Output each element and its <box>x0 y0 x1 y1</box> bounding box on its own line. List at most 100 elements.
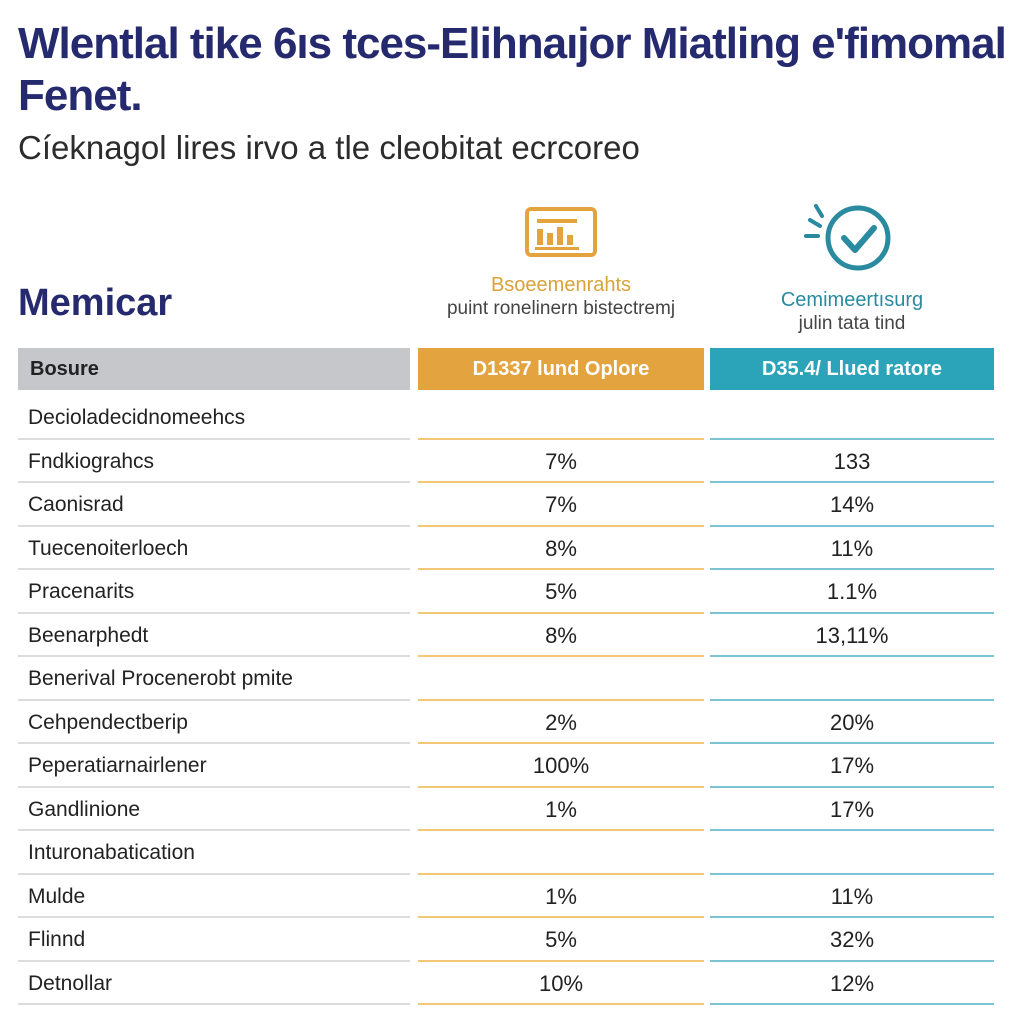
column-b-value: 133 <box>833 448 871 474</box>
row-divider <box>18 959 410 962</box>
row-label: Tuecenoiterloech <box>28 536 189 560</box>
row-divider <box>18 829 410 831</box>
row-divider <box>710 524 994 527</box>
row-label: Caonisrad <box>28 493 124 516</box>
column-a-value <box>418 396 704 440</box>
table-row: Caonisrad 7% 14% <box>18 483 994 527</box>
table-body: Decioladecidnomeehcs Fndkiograhcs 7% 133 Cao… <box>18 396 994 1005</box>
row-label: Benerival Procenerobt pmite <box>28 667 293 690</box>
column-b-value: 13,11% <box>815 622 889 648</box>
table-row: Cehpendectberip 2% 20% <box>18 701 994 744</box>
table-row: Inturonabatication <box>18 831 994 875</box>
row-divider <box>710 481 994 483</box>
row-divider <box>710 742 994 744</box>
row-divider <box>710 959 994 962</box>
row-divider <box>18 698 410 701</box>
column-a-value: 7% <box>545 492 577 517</box>
column-a-heading: Bsoeemenrahts puint ronelinern bistectre… <box>418 205 704 321</box>
row-divider <box>418 916 704 918</box>
table-header-column-b: D35.4/ Llued ratore <box>710 348 994 390</box>
column-a-value: 8% <box>545 622 577 648</box>
row-divider <box>418 698 704 701</box>
row-divider <box>710 785 994 788</box>
row-divider <box>18 655 410 657</box>
check-circle-icon <box>804 204 891 271</box>
row-label: Flinnd <box>28 928 86 951</box>
table-row: Fndkiograhcs 7% 133 <box>18 440 994 483</box>
table-header-column-a: D1337 lund Oplore <box>418 348 704 390</box>
column-b-value <box>710 396 994 440</box>
column-b-value: 1.1% <box>826 579 878 604</box>
row-divider <box>710 437 994 440</box>
column-b-heading: Cemimeertısurg julin tata tind <box>710 200 994 336</box>
column-a-value <box>418 831 704 875</box>
table-row: Flinnd 5% 32% <box>18 918 994 962</box>
row-divider <box>418 568 704 570</box>
row-divider <box>418 524 704 527</box>
row-divider <box>418 872 704 875</box>
table-row: Benerival Procenerobt pmite <box>18 657 994 701</box>
column-a-value: 2% <box>545 709 577 735</box>
column-a-value: 5% <box>545 579 577 604</box>
row-divider <box>710 1003 994 1005</box>
row-label: Mulde <box>28 884 86 908</box>
table-row: Tuecenoiterloech 8% 11% <box>18 527 994 570</box>
column-b-value: 11% <box>830 535 874 561</box>
row-divider <box>18 611 410 614</box>
document-chart-icon <box>525 207 597 257</box>
row-divider <box>18 872 410 875</box>
column-a-value: 5% <box>545 927 577 952</box>
column-b-value: 17% <box>829 796 875 822</box>
column-a-value <box>418 657 704 701</box>
row-divider <box>418 1003 704 1005</box>
row-divider <box>18 785 410 788</box>
row-divider <box>418 437 704 440</box>
column-b-subtitle: julin tata tind <box>798 313 906 334</box>
row-label: Gandlinione <box>28 797 141 821</box>
row-divider <box>18 568 410 570</box>
row-divider <box>418 655 704 657</box>
row-label: Decioladecidnomeehcs <box>28 406 246 429</box>
column-b-value: 12% <box>829 970 875 996</box>
row-divider <box>18 524 410 527</box>
column-a-value: 7% <box>545 448 577 474</box>
row-divider <box>418 742 704 744</box>
column-a-value: 1% <box>545 796 577 822</box>
row-divider <box>418 481 704 483</box>
column-a-value: 100% <box>532 753 590 778</box>
row-divider <box>18 437 410 440</box>
row-divider <box>418 959 704 962</box>
table-row: Beenarphedt 8% 13,11% <box>18 614 994 657</box>
table-header-label: Bosure <box>18 348 410 390</box>
row-divider <box>710 916 994 918</box>
table-row: Mulde 1% 11% <box>18 875 994 918</box>
row-label: Fndkiograhcs <box>28 449 155 473</box>
row-label: Peperatiarnairlener <box>28 754 207 777</box>
row-divider <box>18 481 410 483</box>
row-label: Inturonabatication <box>28 841 195 864</box>
column-a-title: Bsoeemenrahts <box>490 274 632 296</box>
page-subtitle: Cíeknagol lires irvo a tle cleobitat ecr… <box>18 129 640 166</box>
column-b-value <box>710 831 994 875</box>
row-divider <box>710 568 994 570</box>
row-divider <box>18 742 410 744</box>
table-row: Peperatiarnairlener 100% 17% <box>18 744 994 788</box>
row-divider <box>418 785 704 788</box>
row-divider <box>418 829 704 831</box>
column-a-value: 8% <box>545 535 577 561</box>
table-row: Decioladecidnomeehcs <box>18 396 994 440</box>
column-b-title: Cemimeertısurg <box>780 289 924 311</box>
row-divider <box>710 829 994 831</box>
column-b-value: 20% <box>829 709 875 735</box>
row-divider <box>710 698 994 701</box>
row-divider <box>418 611 704 614</box>
page-title: Wlentlal tike 6ıs tces-Elihnaıjor Miatli… <box>18 19 1007 120</box>
table-row: Pracenarits 5% 1.1% <box>18 570 994 614</box>
row-divider <box>710 611 994 614</box>
row-label: Beenarphedt <box>28 623 149 647</box>
section-heading: Memicar <box>18 282 173 324</box>
column-b-value: 32% <box>829 927 875 952</box>
column-a-subtitle: puint ronelinern bistectremj <box>446 298 676 319</box>
column-b-value: 14% <box>829 492 875 517</box>
row-label: Cehpendectberip <box>28 710 188 734</box>
